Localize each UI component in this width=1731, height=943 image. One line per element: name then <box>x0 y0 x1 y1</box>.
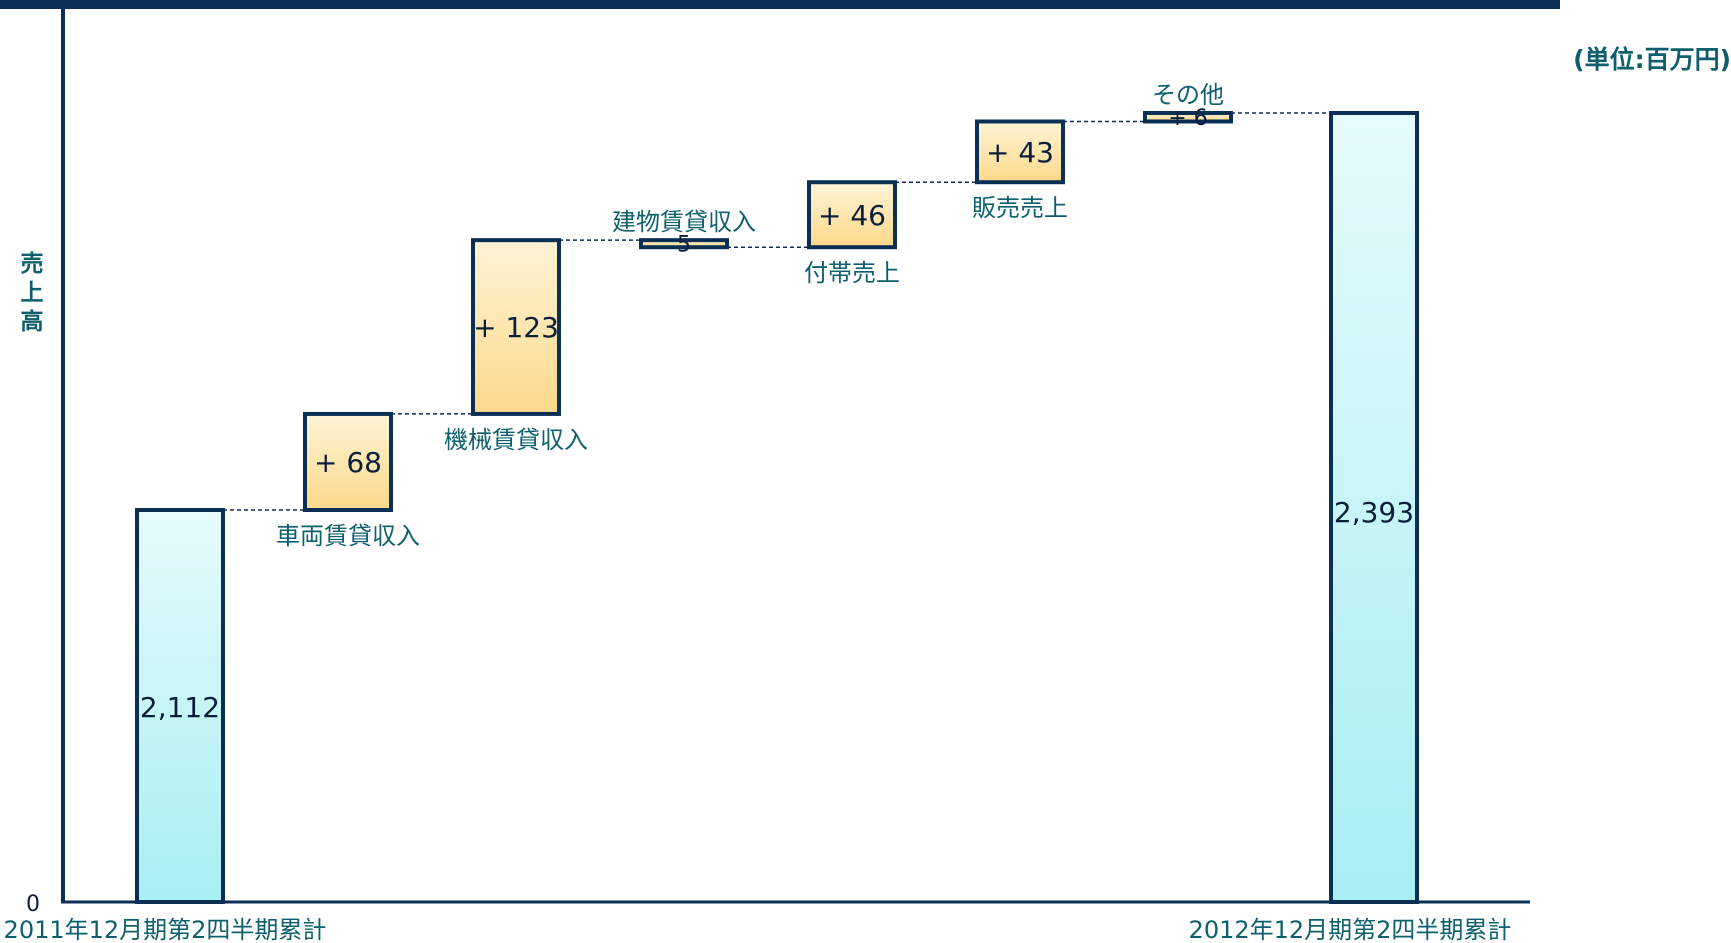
bar-step <box>1143 111 1233 124</box>
y-axis-label: 売上高 <box>20 251 44 335</box>
bar-step-name-label: 車両賃貸収入 <box>276 522 420 550</box>
x-category-end: 2012年12月期第2四半期累計 <box>1189 916 1512 943</box>
bar-step-value-label: 5 <box>677 233 691 258</box>
bar-start-value-label: 2,112 <box>140 691 220 724</box>
bar-step <box>639 238 729 250</box>
bar-step <box>303 411 393 513</box>
chart-marks: 2,112 2011年12月期第2四半期累計 + 68 車両賃貸収入 + 123 機械賃貸… <box>4 81 1512 943</box>
bar-step-name-label: 建物賃貸収入 <box>612 208 756 236</box>
bar-step-name-label: その他 <box>1152 81 1224 109</box>
y-tick-zero: 0 <box>26 892 40 917</box>
bar-end-total <box>1329 111 1419 904</box>
bar-step-name-label: 機械賃貸収入 <box>444 426 588 454</box>
bar-step-value-label: + 43 <box>986 136 1054 169</box>
bar-step-value-label: + 123 <box>473 311 559 344</box>
bar-start-total <box>135 508 225 904</box>
bar-step-name-label: 付帯売上 <box>804 259 900 287</box>
bar-step <box>807 180 897 250</box>
x-category-start: 2011年12月期第2四半期累計 <box>4 916 327 943</box>
bar-step-value-label: + 68 <box>314 446 382 479</box>
bar-step-value-label: + 46 <box>818 199 886 232</box>
bar-end-value-label: 2,393 <box>1334 496 1414 529</box>
top-band <box>0 0 1560 9</box>
bar-step <box>471 238 561 416</box>
bar-step-value-label: + 6 <box>1168 106 1207 131</box>
bar-step <box>975 119 1065 185</box>
bar-step-name-label: 販売売上 <box>972 194 1068 222</box>
unit-label: (単位:百万円) <box>1573 45 1731 74</box>
